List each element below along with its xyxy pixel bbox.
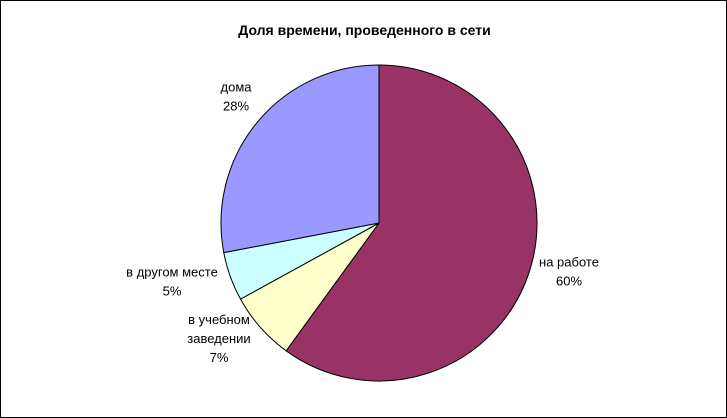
slice-label-line: 28% (223, 99, 249, 114)
slice-label-line: 7% (210, 350, 229, 365)
slice-label-na-rabote: на работе 60% (539, 255, 599, 289)
pie-slice-doma (220, 64, 380, 254)
slice-label-line: 5% (163, 284, 182, 299)
slice-label-doma: дома 28% (221, 80, 253, 114)
slice-label-line: на работе (539, 255, 599, 270)
slice-label-line: дома (221, 80, 253, 95)
pie-slice-na-rabote (285, 64, 538, 382)
slice-label-line: в учебном (188, 312, 250, 327)
slice-label-v-uchebnom-zavedenii: в учебном заведении 7% (187, 312, 250, 365)
slice-label-line: заведении (187, 331, 250, 346)
chart-title: Доля времени, проведенного в сети (238, 22, 491, 38)
slice-label-line: 60% (556, 274, 582, 289)
slice-label-v-drugom-meste: в другом месте 5% (126, 265, 218, 299)
slice-label-line: в другом месте (126, 265, 218, 280)
